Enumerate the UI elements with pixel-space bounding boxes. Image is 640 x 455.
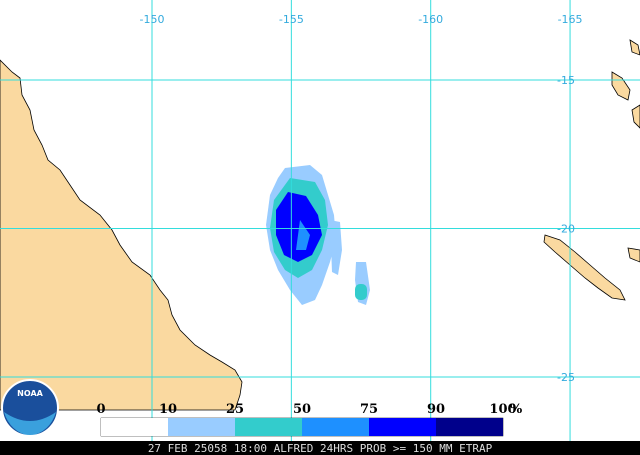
legend-swatch xyxy=(369,418,436,436)
logo-text: NOAA xyxy=(17,389,43,398)
legend-tick: 10 xyxy=(159,402,177,417)
prob-50-75 xyxy=(296,220,310,250)
lat-label: -15 xyxy=(557,74,575,87)
lon-label: -150 xyxy=(140,13,165,26)
lat-label: -20 xyxy=(557,223,575,236)
land-island xyxy=(611,71,631,101)
prob-25-50 xyxy=(355,284,367,300)
prob-10-25 xyxy=(330,220,370,305)
prob-75-90 xyxy=(276,192,322,262)
legend-tick: 90 xyxy=(427,402,445,417)
legend-swatch xyxy=(235,418,302,436)
legend-swatch xyxy=(302,418,369,436)
land-island xyxy=(627,39,640,263)
logo-wave xyxy=(4,412,56,436)
legend-tick: 0 xyxy=(96,402,105,417)
lon-label: -165 xyxy=(558,13,583,26)
logo-ring xyxy=(1,379,59,437)
legend-unit: % xyxy=(510,402,523,417)
legend-swatch xyxy=(168,418,235,436)
lon-label: -160 xyxy=(418,13,443,26)
legend-swatch xyxy=(436,418,503,436)
legend-tick: 75 xyxy=(360,402,378,417)
legend-tick: 100 xyxy=(489,402,516,417)
land-australia xyxy=(0,59,243,411)
lon-label: -155 xyxy=(279,13,304,26)
caption: 27 FEB 25058 18:00 ALFRED 24HRS PROB >= … xyxy=(148,442,493,455)
legend-tick: 50 xyxy=(293,402,311,417)
legend-swatch xyxy=(101,418,168,436)
lat-label: -25 xyxy=(557,371,575,384)
caption-bar xyxy=(0,441,640,455)
legend-tick: 25 xyxy=(226,402,244,417)
land-new-caledonia xyxy=(543,234,626,301)
